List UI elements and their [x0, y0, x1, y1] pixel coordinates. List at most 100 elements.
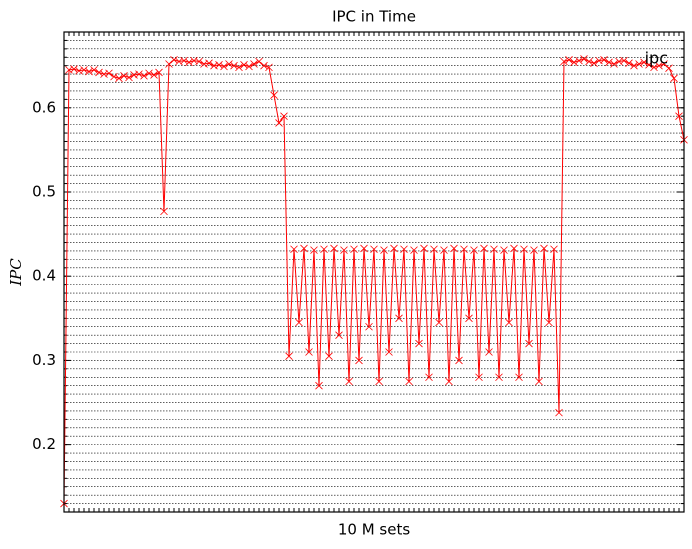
- data-marker: [300, 244, 308, 253]
- data-marker: [195, 57, 203, 66]
- data-marker: [355, 356, 363, 365]
- data-marker: [235, 63, 243, 72]
- data-marker: [540, 244, 548, 253]
- data-marker: [335, 331, 343, 339]
- data-marker: [260, 61, 268, 70]
- data-marker: [475, 373, 483, 382]
- data-marker: [170, 56, 178, 64]
- data-marker: [340, 246, 348, 254]
- data-marker: [70, 65, 78, 73]
- data-marker: [400, 245, 408, 254]
- data-marker: [620, 56, 628, 65]
- data-marker: [575, 56, 583, 65]
- data-marker: [165, 60, 173, 68]
- data-marker: [600, 56, 608, 64]
- data-marker: [440, 246, 448, 254]
- data-marker: [285, 352, 293, 360]
- data-marker: [145, 69, 153, 78]
- data-marker: [105, 69, 113, 78]
- data-marker: [325, 352, 333, 360]
- data-marker: [415, 339, 423, 348]
- data-marker: [605, 58, 613, 67]
- data-marker: [460, 245, 468, 254]
- data-marker: [265, 63, 273, 72]
- y-tick-label: 0.2: [32, 435, 56, 453]
- data-marker: [125, 73, 133, 82]
- data-marker: [545, 318, 553, 327]
- y-axis-label: IPC: [7, 258, 25, 287]
- data-marker: [580, 55, 588, 63]
- data-marker: [410, 246, 418, 254]
- chart-title: IPC in Time: [332, 8, 416, 26]
- data-marker: [555, 408, 563, 417]
- data-marker: [140, 72, 148, 80]
- plot-frame: [63, 31, 685, 513]
- data-marker: [450, 244, 458, 253]
- data-marker: [425, 373, 433, 382]
- data-marker: [480, 244, 488, 253]
- data-marker: [180, 56, 188, 65]
- y-tick-label: 0.4: [32, 267, 56, 285]
- data-marker: [610, 60, 618, 68]
- data-marker: [655, 61, 663, 70]
- data-marker: [110, 72, 118, 81]
- y-tick-label: 0.3: [32, 351, 56, 369]
- data-marker: [635, 60, 643, 68]
- data-marker: [585, 57, 593, 66]
- data-marker: [290, 245, 298, 254]
- data-marker: [365, 322, 373, 331]
- data-marker: [330, 244, 338, 253]
- data-marker: [675, 112, 683, 120]
- data-marker: [630, 61, 638, 70]
- data-marker: [445, 377, 453, 386]
- data-marker: [495, 373, 503, 382]
- data-marker: [650, 63, 658, 72]
- data-marker: [375, 377, 383, 386]
- data-marker: [500, 246, 508, 254]
- data-marker: [90, 66, 98, 74]
- data-marker: [530, 246, 538, 254]
- data-marker: [120, 72, 128, 80]
- data-marker: [385, 348, 393, 356]
- data-marker: [465, 314, 473, 323]
- x-axis-label: 10 M sets: [338, 521, 410, 539]
- data-marker: [435, 318, 443, 327]
- data-marker: [550, 245, 558, 254]
- data-marker: [515, 373, 523, 382]
- legend-label: ipc: [645, 49, 668, 68]
- data-marker: [305, 348, 313, 356]
- data-marker: [155, 68, 163, 77]
- data-marker: [230, 61, 238, 70]
- y-tick-label: 0.5: [32, 183, 56, 201]
- data-marker: [135, 70, 143, 78]
- data-marker: [570, 58, 578, 67]
- data-marker: [225, 60, 233, 68]
- data-marker: [430, 245, 438, 254]
- data-marker: [160, 207, 168, 216]
- data-marker: [270, 91, 278, 99]
- data-marker: [490, 245, 498, 254]
- data-marker: [505, 318, 513, 327]
- data-marker: [625, 59, 633, 67]
- data-marker: [640, 58, 648, 67]
- data-marker: [185, 58, 193, 67]
- data-marker: [240, 61, 248, 69]
- data-marker: [150, 71, 158, 79]
- data-marker: [360, 244, 368, 253]
- data-marker: [380, 246, 388, 254]
- data-marker: [220, 62, 228, 71]
- data-marker: [255, 57, 263, 66]
- data-marker: [115, 74, 123, 83]
- data-marker: [405, 377, 413, 386]
- data-marker: [295, 318, 303, 327]
- data-marker: [395, 314, 403, 323]
- data-marker: [245, 62, 253, 71]
- data-marker: [510, 244, 518, 253]
- data-marker: [85, 67, 93, 76]
- data-marker: [215, 61, 223, 69]
- data-marker: [455, 356, 463, 365]
- data-marker: [345, 377, 353, 386]
- data-marker: [660, 60, 668, 68]
- data-line: [63, 58, 685, 504]
